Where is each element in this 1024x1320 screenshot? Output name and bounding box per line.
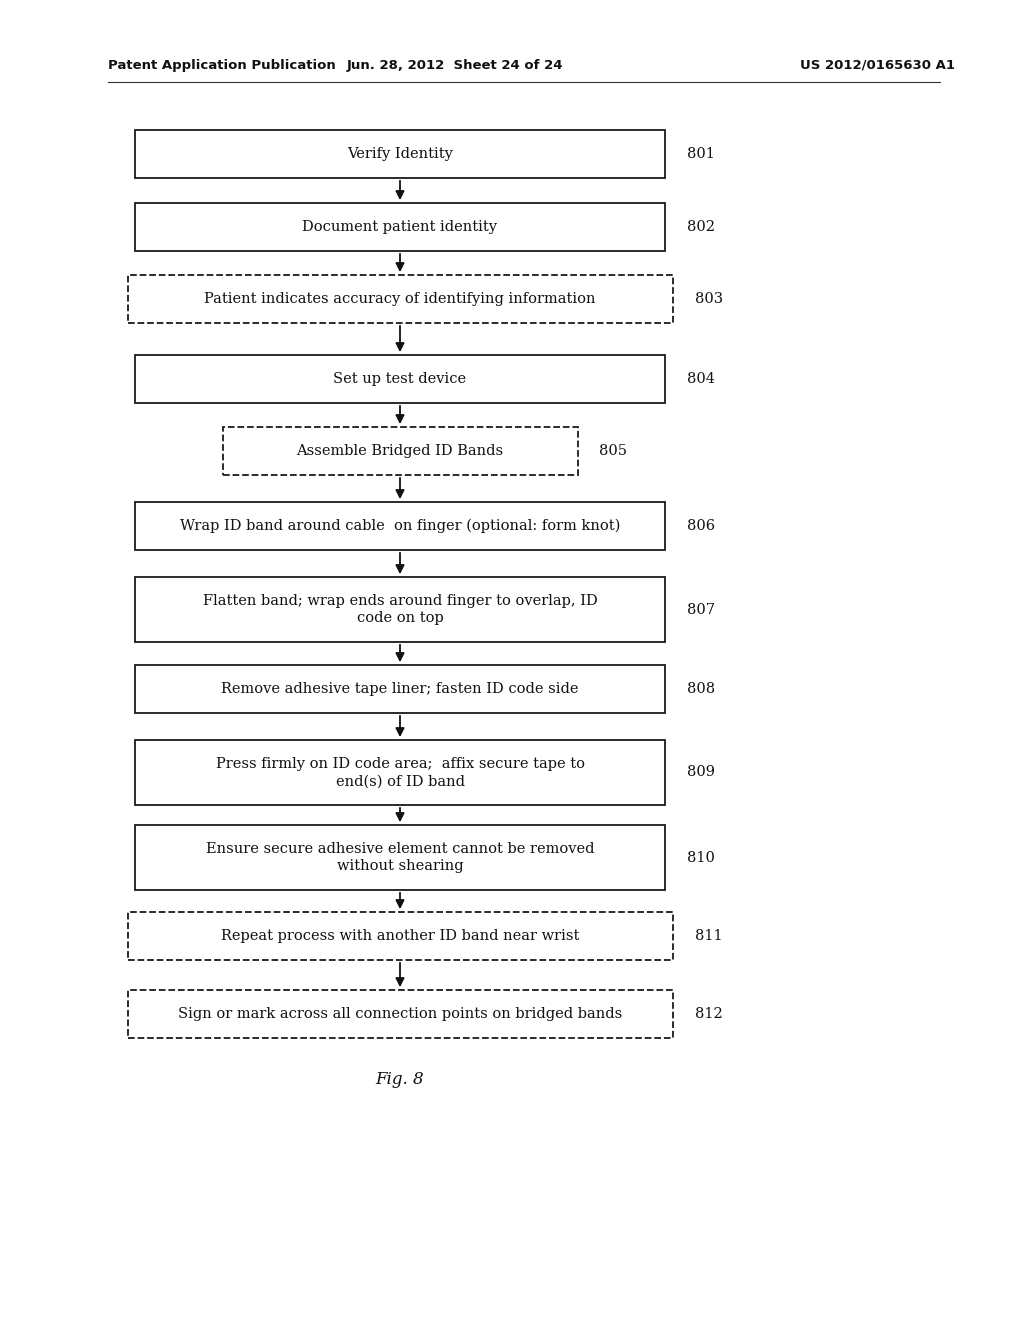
Text: Flatten band; wrap ends around finger to overlap, ID
code on top: Flatten band; wrap ends around finger to…: [203, 594, 597, 626]
Bar: [135, 577, 665, 642]
Bar: [135, 665, 665, 713]
Text: 805: 805: [599, 444, 628, 458]
Bar: [135, 129, 665, 178]
Text: 808: 808: [687, 682, 715, 696]
Text: 810: 810: [687, 850, 715, 865]
Text: 806: 806: [687, 519, 715, 533]
Bar: [135, 355, 665, 403]
Text: 809: 809: [687, 766, 715, 780]
Text: Set up test device: Set up test device: [334, 372, 467, 385]
Text: Jun. 28, 2012  Sheet 24 of 24: Jun. 28, 2012 Sheet 24 of 24: [347, 58, 563, 71]
Text: Fig. 8: Fig. 8: [376, 1072, 424, 1089]
Text: Assemble Bridged ID Bands: Assemble Bridged ID Bands: [296, 444, 504, 458]
Text: Verify Identity: Verify Identity: [347, 147, 453, 161]
Text: Patient indicates accuracy of identifying information: Patient indicates accuracy of identifyin…: [204, 292, 596, 306]
Text: 807: 807: [687, 602, 715, 616]
Text: Press firmly on ID code area;  affix secure tape to
end(s) of ID band: Press firmly on ID code area; affix secu…: [215, 756, 585, 788]
Text: US 2012/0165630 A1: US 2012/0165630 A1: [800, 58, 955, 71]
Text: 804: 804: [687, 372, 715, 385]
Bar: [222, 426, 578, 475]
Bar: [135, 741, 665, 805]
Bar: [135, 203, 665, 251]
Text: Ensure secure adhesive element cannot be removed
without shearing: Ensure secure adhesive element cannot be…: [206, 842, 594, 874]
Text: Remove adhesive tape liner; fasten ID code side: Remove adhesive tape liner; fasten ID co…: [221, 682, 579, 696]
Text: Wrap ID band around cable  on finger (optional: form knot): Wrap ID band around cable on finger (opt…: [180, 519, 621, 533]
Bar: [128, 912, 673, 960]
Bar: [135, 825, 665, 890]
Text: 812: 812: [694, 1007, 722, 1020]
Text: 803: 803: [694, 292, 723, 306]
Text: Sign or mark across all connection points on bridged bands: Sign or mark across all connection point…: [178, 1007, 623, 1020]
Text: Repeat process with another ID band near wrist: Repeat process with another ID band near…: [221, 929, 580, 942]
Bar: [135, 502, 665, 550]
Bar: [128, 990, 673, 1038]
Bar: [128, 275, 673, 323]
Text: Document patient identity: Document patient identity: [302, 220, 498, 234]
Text: 802: 802: [687, 220, 715, 234]
Text: Patent Application Publication: Patent Application Publication: [108, 58, 336, 71]
Text: 811: 811: [694, 929, 722, 942]
Text: 801: 801: [687, 147, 715, 161]
